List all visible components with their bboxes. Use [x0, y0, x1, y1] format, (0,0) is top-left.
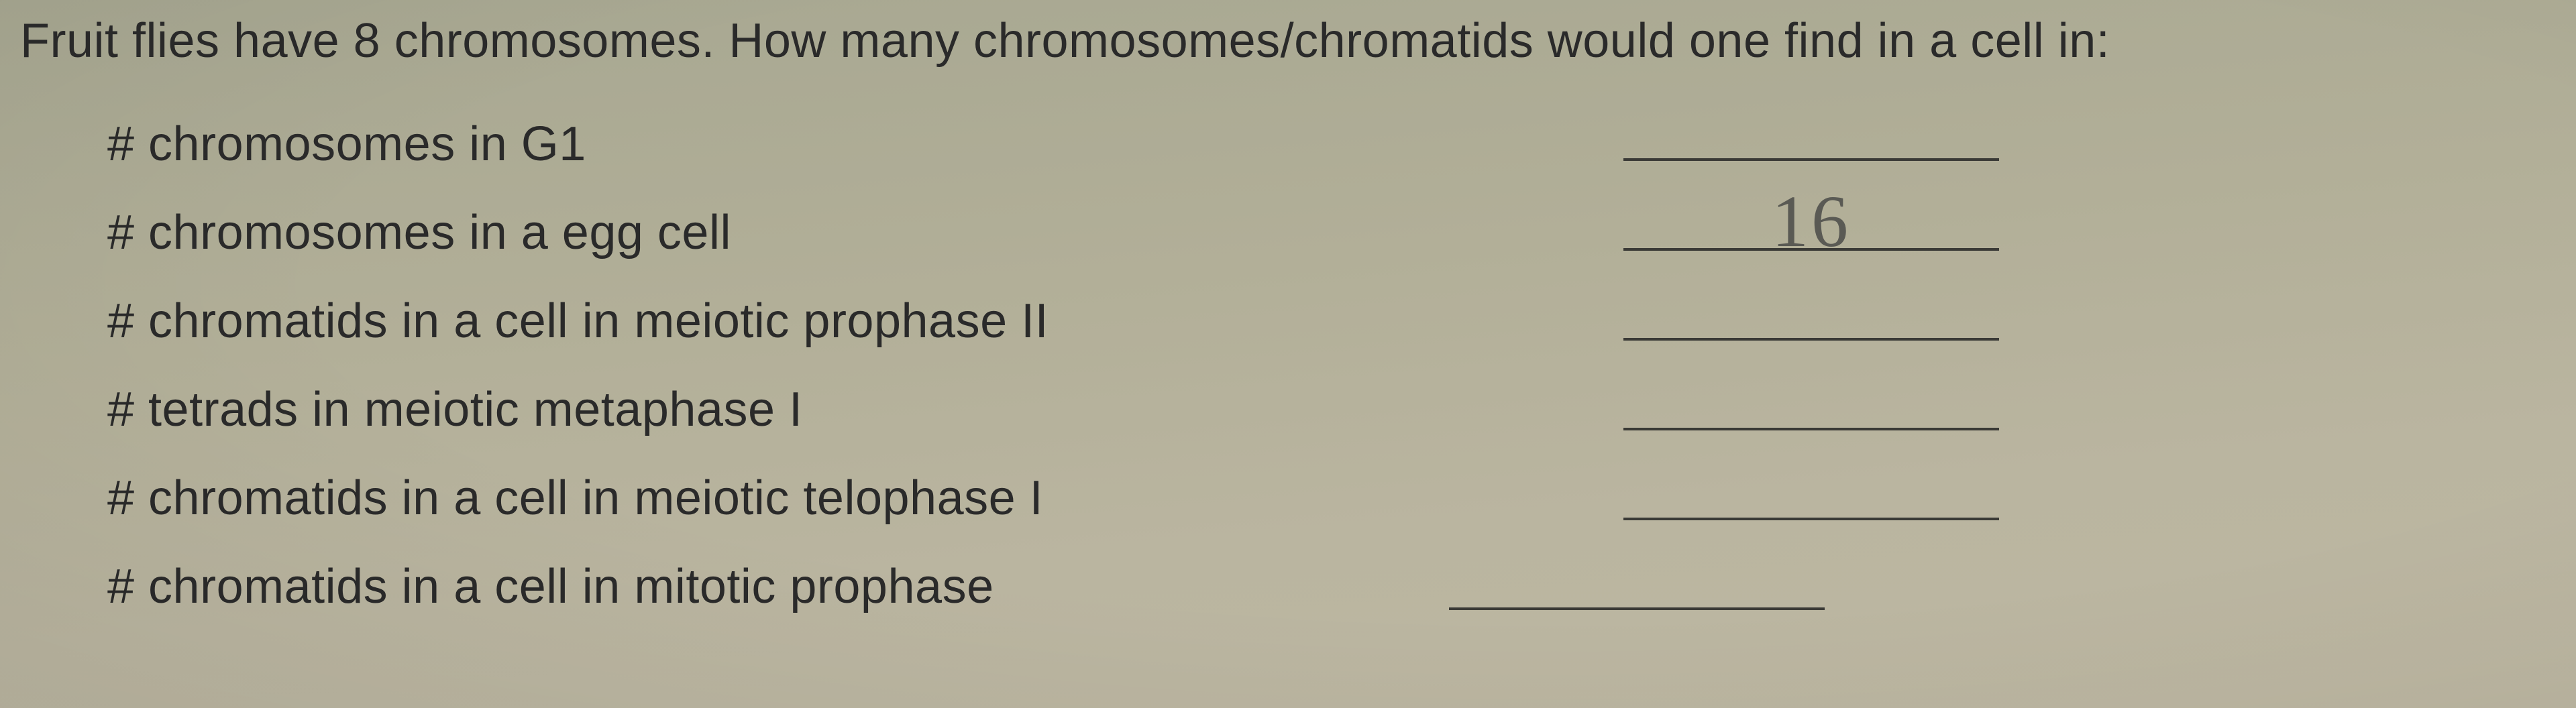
question-row: # chromatids in a cell in mitotic propha…	[20, 536, 2549, 625]
answer-blank[interactable]	[1623, 350, 1999, 430]
answer-blank[interactable]	[1623, 80, 1999, 161]
question-row: # chromosomes in G1	[20, 94, 2549, 182]
question-label: # chromosomes in a egg cell	[107, 208, 731, 271]
question-row: # tetrads in meiotic metaphase I	[20, 359, 2549, 448]
blank-underline	[1623, 518, 1999, 520]
answer-blank[interactable]	[1623, 440, 1999, 520]
answer-blank[interactable]	[1449, 530, 1825, 610]
worksheet-page: Fruit flies have 8 chromosomes. How many…	[20, 13, 2549, 625]
blank-underline	[1623, 338, 1999, 341]
question-label: # chromosomes in G1	[107, 119, 586, 182]
blank-underline	[1623, 248, 1999, 251]
answer-blank[interactable]: 16	[1623, 170, 1999, 251]
question-label: # chromatids in a cell in mitotic propha…	[107, 562, 994, 625]
blank-underline	[1449, 607, 1825, 610]
question-label: # tetrads in meiotic metaphase I	[107, 385, 803, 448]
blank-underline	[1623, 158, 1999, 161]
question-label: # chromatids in a cell in meiotic teloph…	[107, 473, 1043, 536]
answer-blank[interactable]	[1623, 260, 1999, 341]
question-prompt: Fruit flies have 8 chromosomes. How many…	[20, 13, 2549, 68]
blank-underline	[1623, 428, 1999, 430]
handwritten-answer: 16	[1623, 188, 1999, 255]
question-label: # chromatids in a cell in meiotic propha…	[107, 296, 1049, 359]
question-row: # chromosomes in a egg cell	[20, 182, 2549, 271]
question-row: # chromatids in a cell in meiotic teloph…	[20, 448, 2549, 536]
question-row: # chromatids in a cell in meiotic propha…	[20, 271, 2549, 359]
